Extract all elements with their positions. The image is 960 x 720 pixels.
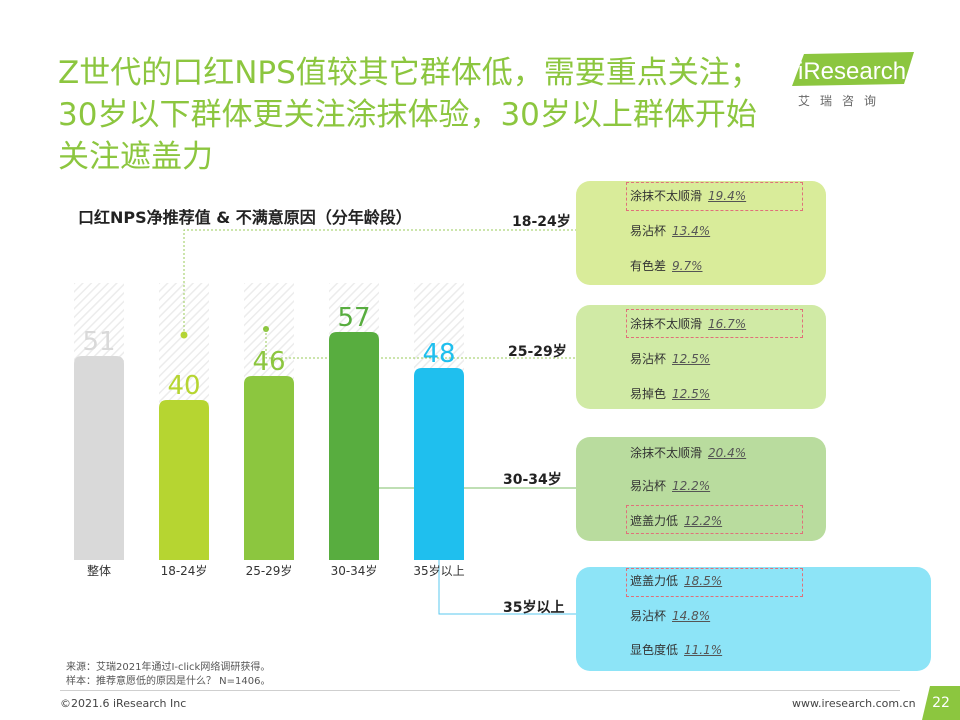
reason-box-25-29: [576, 305, 826, 409]
reason-30-34-2: 易沾杯 12.2%: [630, 477, 710, 494]
bar-value-label-2: 46: [252, 347, 285, 377]
reason-box-30-34: [576, 437, 826, 541]
reason-box-35-plus: [576, 567, 931, 671]
age-label-30-34: 30-34岁: [503, 472, 562, 488]
reason-35-plus-2: 易沾杯 14.8%: [630, 607, 710, 624]
title-line-2: 30岁以下群体更关注涂抹体验，30岁以上群体开始: [58, 97, 757, 133]
reason-label: 易沾杯: [630, 352, 667, 366]
iresearch-logo: iResearch 艾瑞咨询: [792, 50, 922, 110]
bar-0: [74, 356, 124, 560]
category-label-4: 35岁以上: [413, 563, 464, 578]
category-label-3: 30-34岁: [331, 563, 378, 578]
logo-brand-text: iResearch: [798, 58, 907, 85]
reason-pct: 9.7%: [672, 259, 703, 273]
reason-label: 有色差: [630, 259, 667, 273]
reason-label: 涂抹不太顺滑: [630, 317, 703, 331]
bar-value-label-3: 57: [337, 303, 370, 333]
reason-30-34-1: 涂抹不太顺滑 20.4%: [630, 444, 746, 461]
reason-label: 遮盖力低: [630, 514, 679, 528]
connector-35-plus: [438, 560, 576, 615]
logo-cn-text: 艾瑞咨询: [798, 94, 887, 108]
bar-2: [244, 376, 294, 560]
reason-pct: 16.7%: [708, 317, 747, 331]
reason-label: 显色度低: [630, 643, 679, 657]
connector-18-24: [183, 229, 576, 335]
reason-18-24-3: 有色差 9.7%: [630, 257, 703, 274]
reason-35-plus-1: 遮盖力低 18.5%: [630, 572, 722, 589]
connector-25-29: [265, 329, 576, 359]
reason-25-29-1: 涂抹不太顺滑 16.7%: [630, 315, 746, 332]
copyright: ©2021.6 iResearch Inc: [60, 697, 187, 710]
logo-leaf-shape: [792, 52, 914, 86]
sample-note: 样本：推荐意愿低的原因是什么？ N=1406。: [66, 676, 271, 687]
chart-title: 口红NPS净推荐值 & 不满意原因（分年龄段）: [78, 208, 412, 227]
reason-label: 涂抹不太顺滑: [630, 446, 703, 460]
reason-pct: 12.5%: [672, 352, 711, 366]
reason-pct: 12.5%: [672, 387, 711, 401]
bar-value-label-1: 40: [167, 371, 200, 401]
reason-label: 易沾杯: [630, 479, 667, 493]
reason-label: 遮盖力低: [630, 574, 679, 588]
bar-value-label-0: 51: [82, 327, 115, 357]
reason-pct: 18.5%: [684, 574, 723, 588]
reason-25-29-3: 易掉色 12.5%: [630, 385, 710, 402]
bar-1: [159, 400, 209, 560]
reason-18-24-1: 涂抹不太顺滑 19.4%: [630, 187, 746, 204]
category-label-0: 整体: [87, 563, 111, 578]
highlight-dash-25-29: [626, 309, 803, 338]
title-line-1: Z世代的口红NPS值较其它群体低，需要重点关注；: [58, 55, 761, 91]
highlight-dash-30-34: [626, 505, 803, 534]
reason-25-29-2: 易沾杯 12.5%: [630, 350, 710, 367]
footer-divider: [60, 690, 900, 691]
reason-35-plus-3: 显色度低 11.1%: [630, 641, 722, 658]
highlight-dash-18-24: [626, 182, 803, 211]
reason-pct: 12.2%: [672, 479, 711, 493]
reason-pct: 19.4%: [708, 189, 747, 203]
reason-label: 易沾杯: [630, 609, 667, 623]
reason-18-24-2: 易沾杯 13.4%: [630, 222, 710, 239]
age-label-18-24: 18-24岁: [512, 214, 571, 230]
website-link[interactable]: www.iresearch.com.cn: [792, 697, 916, 710]
title-line-3: 关注遮盖力: [58, 139, 213, 175]
category-label-2: 25-29岁: [246, 563, 293, 578]
reason-pct: 12.2%: [684, 514, 723, 528]
reason-label: 易掉色: [630, 387, 667, 401]
bar-value-label-4: 48: [422, 339, 455, 369]
reason-pct: 20.4%: [708, 446, 747, 460]
bar-3: [329, 332, 379, 560]
reason-pct: 14.8%: [672, 609, 711, 623]
highlight-dash-35-plus: [626, 568, 803, 597]
reason-30-34-3: 遮盖力低 12.2%: [630, 512, 722, 529]
reason-pct: 11.1%: [684, 643, 723, 657]
page-number: 22: [932, 695, 950, 711]
source-note: 来源：艾瑞2021年通过I-click网络调研获得。: [66, 662, 271, 673]
reason-label: 涂抹不太顺滑: [630, 189, 703, 203]
reason-pct: 13.4%: [672, 224, 711, 238]
page-title: Z世代的口红NPS值较其它群体低，需要重点关注； 30岁以下群体更关注涂抹体验，…: [58, 52, 778, 178]
reason-label: 易沾杯: [630, 224, 667, 238]
age-label-35-plus: 35岁以上: [503, 600, 565, 616]
page-number-tab: [922, 686, 960, 720]
age-label-25-29: 25-29岁: [508, 344, 567, 360]
bar-4: [414, 368, 464, 560]
category-label-1: 18-24岁: [161, 563, 208, 578]
reason-box-18-24: [576, 181, 826, 285]
